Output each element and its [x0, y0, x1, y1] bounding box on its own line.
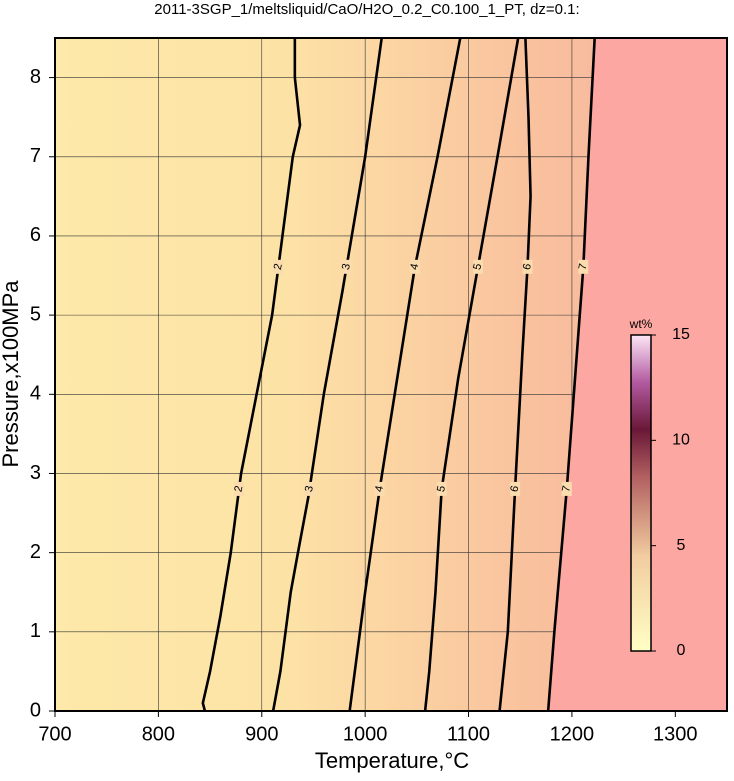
x-tick-label: 900 — [245, 723, 278, 745]
contour-label-bg — [374, 481, 385, 496]
contour-label-bg — [561, 481, 572, 496]
contour-label-bg — [341, 259, 352, 274]
contour-line — [546, 37, 596, 712]
contour-label-bg — [510, 481, 521, 496]
y-tick-label: 5 — [30, 303, 41, 325]
contour-label: 7 — [577, 263, 590, 271]
contour-line — [271, 37, 383, 712]
colorbar-tick-label: 0 — [677, 642, 686, 659]
colorbar-tick-label: 5 — [677, 537, 686, 554]
contour-label: 5 — [471, 263, 484, 271]
plot-frame — [54, 37, 728, 712]
contour-line — [201, 38, 302, 712]
contour-line — [423, 37, 520, 712]
y-tick-label: 2 — [30, 541, 41, 563]
x-axis-label: Temperature,°C — [315, 748, 469, 773]
x-tick-label: 1000 — [343, 723, 388, 745]
contour-label: 3 — [303, 485, 316, 493]
contour-line — [348, 37, 462, 712]
x-tick-label: 700 — [38, 723, 71, 745]
contour-label-bg — [472, 259, 483, 274]
contour-label: 6 — [521, 263, 534, 271]
y-tick-label: 0 — [30, 699, 41, 721]
y-tick-label: 3 — [30, 462, 41, 484]
y-axis-label: Pressure,x100MPa — [0, 280, 23, 468]
contour-label: 7 — [560, 485, 573, 493]
y-tick-label: 8 — [30, 66, 41, 88]
x-tick-label: 1300 — [653, 723, 698, 745]
x-tick-label: 800 — [142, 723, 175, 745]
chart-title: 2011-3SGP_1/meltsliquid/CaO/H2O_0.2_C0.1… — [154, 1, 579, 18]
contour-label: 3 — [340, 263, 353, 271]
colorbar-label: wt% — [629, 317, 653, 331]
contour-label: 5 — [435, 485, 448, 493]
x-tick-label: 1200 — [550, 723, 595, 745]
y-tick-label: 7 — [30, 145, 41, 167]
contour-label-bg — [304, 481, 315, 496]
contour-line — [498, 37, 532, 712]
y-tick-label: 4 — [30, 383, 41, 405]
colorbar — [630, 334, 652, 652]
contour-label: 2 — [272, 263, 285, 271]
contour-label: 4 — [408, 263, 421, 271]
contour-label-bg — [578, 259, 589, 274]
contour-label-bg — [273, 259, 284, 274]
contour-label-bg — [409, 259, 420, 274]
x-tick-label: 1100 — [447, 723, 490, 745]
contour-label: 6 — [508, 485, 521, 493]
contour-label-bg — [522, 259, 533, 274]
contour-label-bg — [234, 481, 245, 496]
contour-label: 2 — [232, 485, 245, 493]
contour-label: 4 — [373, 485, 386, 493]
colorbar-tick-label: 10 — [672, 432, 690, 449]
y-tick-label: 1 — [30, 620, 41, 642]
contour-label-bg — [436, 481, 447, 496]
y-tick-label: 6 — [30, 224, 41, 246]
colorbar-tick-label: 15 — [672, 326, 690, 343]
